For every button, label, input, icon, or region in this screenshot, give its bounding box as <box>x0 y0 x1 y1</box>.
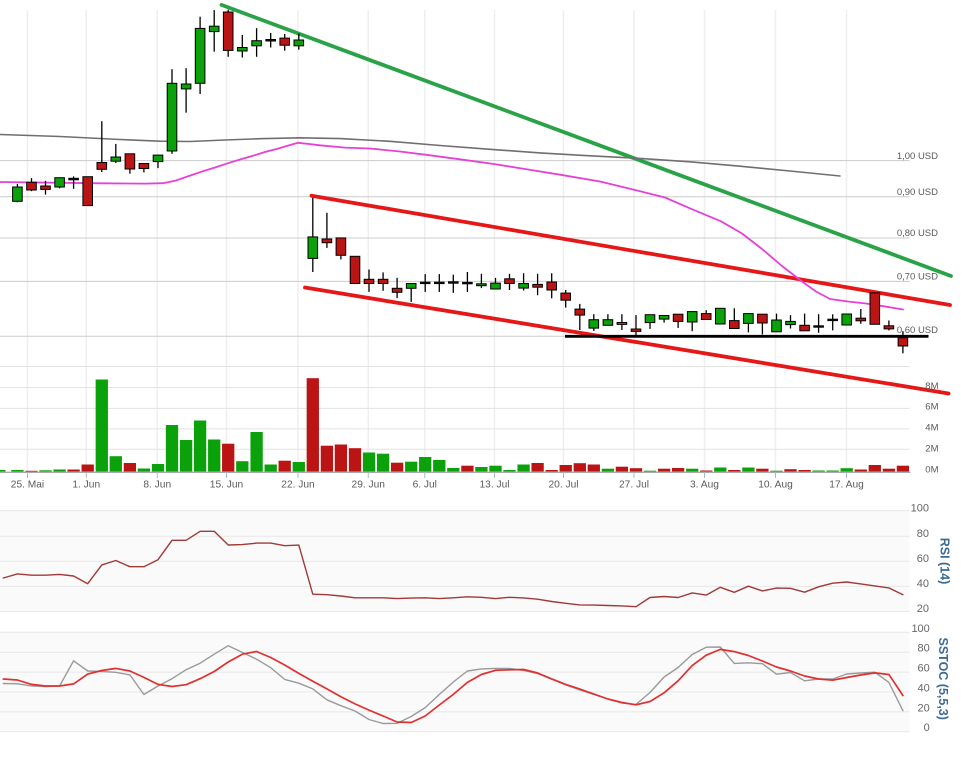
svg-text:15. Jun: 15. Jun <box>210 480 243 491</box>
svg-text:RSI (14): RSI (14) <box>938 538 952 585</box>
svg-text:40: 40 <box>918 683 930 695</box>
svg-text:60: 60 <box>917 553 929 565</box>
svg-text:80: 80 <box>918 643 930 655</box>
svg-text:1,00 USD: 1,00 USD <box>897 151 938 162</box>
svg-text:3. Aug: 3. Aug <box>690 480 719 491</box>
svg-text:4M: 4M <box>925 423 938 434</box>
svg-text:SSTOC (5,5,3): SSTOC (5,5,3) <box>936 637 950 719</box>
svg-text:22. Jun: 22. Jun <box>281 480 314 491</box>
svg-text:2M: 2M <box>925 444 938 455</box>
svg-text:0,70 USD: 0,70 USD <box>897 272 938 283</box>
svg-text:1. Jun: 1. Jun <box>72 480 100 491</box>
svg-text:80: 80 <box>917 528 929 540</box>
svg-text:25. Mai: 25. Mai <box>11 480 44 491</box>
svg-text:29. Jun: 29. Jun <box>352 480 385 491</box>
svg-text:0,80 USD: 0,80 USD <box>897 228 938 239</box>
svg-text:10. Aug: 10. Aug <box>758 480 793 491</box>
svg-text:0M: 0M <box>925 464 938 475</box>
svg-text:20. Jul: 20. Jul <box>548 480 578 491</box>
svg-text:40: 40 <box>917 578 929 590</box>
svg-text:0: 0 <box>924 722 930 734</box>
svg-text:6M: 6M <box>925 402 938 413</box>
svg-text:8. Jun: 8. Jun <box>143 480 171 491</box>
svg-text:27. Jul: 27. Jul <box>619 480 649 491</box>
svg-text:6. Jul: 6. Jul <box>413 480 437 491</box>
svg-text:8M: 8M <box>925 381 938 392</box>
svg-text:60: 60 <box>918 663 930 675</box>
svg-text:0,60 USD: 0,60 USD <box>897 325 938 336</box>
svg-text:100: 100 <box>911 502 929 514</box>
svg-text:0,90 USD: 0,90 USD <box>897 187 938 198</box>
svg-text:100: 100 <box>911 623 929 635</box>
svg-text:13. Jul: 13. Jul <box>479 480 509 491</box>
svg-text:20: 20 <box>917 603 929 615</box>
svg-text:17. Aug: 17. Aug <box>829 480 864 491</box>
svg-text:20: 20 <box>918 702 930 714</box>
